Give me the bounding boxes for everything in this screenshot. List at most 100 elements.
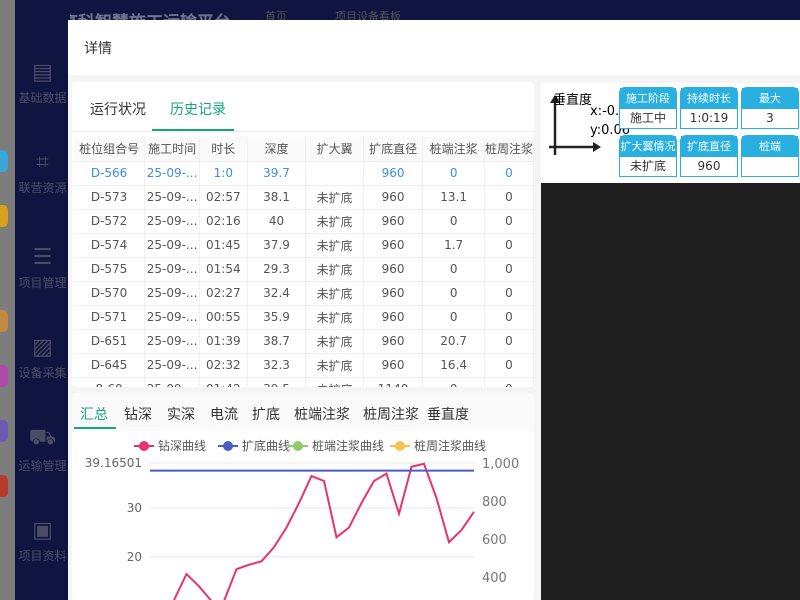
table-cell: 01:54 <box>199 257 248 282</box>
sidebar-item-label: 联营资源 <box>18 181 67 195</box>
panel-tabs: 运行状况 历史记录 <box>72 82 534 132</box>
table-row[interactable]: D-570 25-09-... 02:27 32.4 未扩底 960 0 0 <box>74 281 534 306</box>
table-cell: 0 <box>484 257 534 282</box>
table-cell: 未扩底 <box>305 305 364 330</box>
table-cell: 40 <box>247 209 307 234</box>
table-row[interactable]: D-566 25-09-... 1:0 39.7 960 0 0 <box>74 161 534 186</box>
table-cell: 未扩底 <box>305 281 364 306</box>
table-cell: 0 <box>422 161 485 186</box>
table-row[interactable]: D-572 25-09-... 02:16 40 未扩底 960 0 0 <box>74 209 534 234</box>
info-card: 桩端 <box>741 135 799 177</box>
column-header[interactable]: 桩周注浆 <box>484 137 534 162</box>
chart-tab[interactable]: 扩底 <box>252 407 280 423</box>
sidebar-item-devices[interactable]: ▨ 设备采集 <box>15 335 70 381</box>
app-icon[interactable] <box>0 420 8 442</box>
table-cell: 8-60 <box>74 377 146 387</box>
table-cell: 25-09-... <box>144 161 201 186</box>
tab-status[interactable]: 运行状况 <box>90 102 146 118</box>
sidebar-item-materials[interactable]: ▣ 项目资料 <box>15 518 70 564</box>
table-cell: 20.7 <box>422 329 485 354</box>
table-cell: 960 <box>363 329 424 354</box>
table-cell: 0 <box>484 353 534 378</box>
chart-tab[interactable]: 电流 <box>210 407 238 423</box>
table-row[interactable]: D-575 25-09-... 01:54 29.3 未扩底 960 0 0 <box>74 257 534 282</box>
table-cell: D-571 <box>74 305 146 330</box>
sidebar-item-projects[interactable]: ☰ 项目管理 <box>15 245 70 291</box>
column-header[interactable]: 时长 <box>199 137 248 162</box>
table-cell: 25-09-... <box>144 233 201 258</box>
table-cell: 0 <box>422 281 485 306</box>
table-cell: D-573 <box>74 185 146 210</box>
table-cell: 0 <box>484 305 534 330</box>
table-row[interactable]: D-574 25-09-... 01:45 37.9 未扩底 960 1.7 0 <box>74 233 534 258</box>
column-header[interactable]: 扩大翼 <box>305 137 364 162</box>
card-label: 最大 <box>742 88 798 109</box>
table-cell: 1:0 <box>199 161 248 186</box>
table-cell: 25-09-... <box>144 257 201 282</box>
info-card: 扩大翼情况 未扩底 <box>619 135 677 177</box>
table-cell: 未扩底 <box>305 377 364 387</box>
chart-tab[interactable]: 垂直度 <box>427 407 469 423</box>
table-row[interactable]: 8-6025-09-...01:4239.5未扩底114000 <box>74 377 534 387</box>
table-cell: 960 <box>363 281 424 306</box>
table-cell: 1140 <box>363 377 424 387</box>
sidebar-item-transport[interactable]: ⛟ 运输管理 <box>15 425 70 474</box>
y-left-tick: 30 <box>127 501 142 515</box>
table-cell: D-574 <box>74 233 146 258</box>
active-tab-indicator <box>74 427 116 429</box>
card-value: 未扩底 <box>629 159 666 173</box>
app-icon[interactable] <box>0 310 8 332</box>
video-area <box>541 183 800 600</box>
series-line-0 <box>173 462 475 600</box>
column-header[interactable]: 深度 <box>247 137 307 162</box>
table-row[interactable]: D-645 25-09-... 02:32 32.3 未扩底 960 16.4 0 <box>74 353 534 378</box>
verticality-axes-icon <box>549 95 601 155</box>
info-card: 持续时长 1:0:19 <box>680 87 738 129</box>
table-cell: 01:45 <box>199 233 248 258</box>
table-cell: 25-09-... <box>144 305 201 330</box>
document-edit-icon: ▤ <box>32 60 53 85</box>
tab-history[interactable]: 历史记录 <box>170 102 226 118</box>
app-icon[interactable] <box>0 475 8 497</box>
table-cell: 未扩底 <box>305 329 364 354</box>
table-cell: 13.1 <box>422 185 485 210</box>
app-icon[interactable] <box>0 205 8 227</box>
table-row[interactable]: D-573 25-09-... 02:57 38.1 未扩底 960 13.1 0 <box>74 185 534 210</box>
device-icon: ▨ <box>32 335 53 360</box>
tab-board[interactable]: 项目设备看板 <box>335 10 401 23</box>
table-cell: D-566 <box>74 161 146 186</box>
sidebar-item-basic-data[interactable]: ▤ 基础数据 <box>15 60 70 106</box>
table-cell: 未扩底 <box>305 353 364 378</box>
table-cell: 0 <box>484 209 534 234</box>
app-icon[interactable] <box>0 150 8 172</box>
info-card: 扩底直径 960 <box>680 135 738 177</box>
y-left-tick: 20 <box>127 550 142 564</box>
table-cell: D-575 <box>74 257 146 282</box>
chart-tab[interactable]: 桩周注浆 <box>363 407 419 423</box>
table-cell: 未扩底 <box>305 257 364 282</box>
column-header[interactable]: 桩端注浆 <box>422 137 485 162</box>
legend-marker <box>223 441 233 451</box>
chart-tab[interactable]: 钻深 <box>124 407 152 423</box>
table-row[interactable]: D-651 25-09-... 01:39 38.7 未扩底 960 20.7 0 <box>74 329 534 354</box>
chart-tab[interactable]: 实深 <box>167 407 195 423</box>
archive-icon: ▣ <box>32 518 53 543</box>
card-label: 桩端 <box>742 136 798 157</box>
y-right-tick: 1,000 <box>482 457 519 472</box>
table-cell: 32.4 <box>247 281 307 306</box>
table-cell: 0 <box>422 377 485 387</box>
column-header[interactable]: 桩位组合号 <box>74 137 146 162</box>
column-header[interactable]: 施工时间 <box>144 137 201 162</box>
sidebar-item-label: 设备采集 <box>18 366 67 380</box>
table-cell: 960 <box>363 353 424 378</box>
chart-tab[interactable]: 汇总 <box>80 407 108 423</box>
chart-tab[interactable]: 桩端注浆 <box>294 407 350 423</box>
tab-home[interactable]: 首页 <box>265 10 287 23</box>
column-header[interactable]: 扩底直径 <box>363 137 424 162</box>
sidebar-item-resources[interactable]: ⌗ 联营资源 <box>15 150 70 196</box>
table-cell: 02:27 <box>199 281 248 306</box>
table-row[interactable]: D-571 25-09-... 00:55 35.9 未扩底 960 0 0 <box>74 305 534 330</box>
table-cell: 39.5 <box>247 377 307 387</box>
app-icon[interactable] <box>0 365 8 387</box>
table-cell: 0 <box>484 281 534 306</box>
